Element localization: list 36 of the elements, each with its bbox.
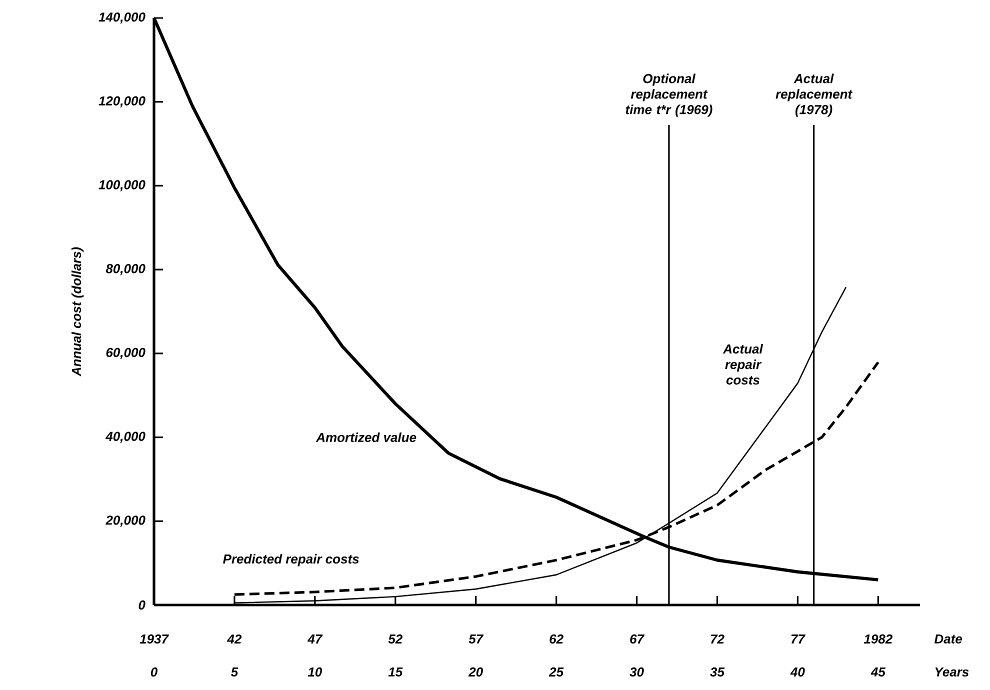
x2-tick-label: 10 — [308, 667, 322, 677]
x-tick-label: 1982 — [864, 634, 892, 644]
x2-tick-label: 35 — [710, 667, 725, 677]
x2-tick-label: 45 — [870, 667, 886, 677]
x-tick-label: 57 — [468, 634, 484, 644]
y-tick-label: 60,000 — [106, 348, 146, 359]
y-tick-label: 140,000 — [98, 12, 146, 24]
y-tick-label: 120,000 — [98, 96, 146, 108]
y-tick-label: 0 — [138, 600, 146, 610]
x2-tick-label: 15 — [388, 667, 403, 677]
x-tick-label: 62 — [550, 634, 564, 644]
x2-tick-label: 20 — [468, 667, 483, 677]
x-tick-label: 1937 — [140, 634, 169, 644]
y-tick-label: 100,000 — [98, 180, 146, 192]
y-tick-label: 40,000 — [105, 432, 146, 443]
x-tick-label: 42 — [227, 634, 242, 644]
x2-axis-title: Years — [935, 667, 969, 677]
x-tick-label: 72 — [710, 634, 724, 644]
series-label: Predicted repair costs — [223, 554, 359, 566]
x-tick-label: 67 — [630, 634, 645, 644]
y-tick-label: 20,000 — [106, 516, 146, 527]
x2-tick-label: 25 — [548, 667, 564, 677]
series-label: Amortized value — [316, 432, 416, 442]
text: Actual repair costs — [722, 344, 764, 385]
x2-tick-label: 30 — [630, 667, 644, 677]
x-tick-label: 52 — [388, 634, 402, 644]
ref-line-label: Optional replacement time t*r (1969) — [626, 74, 712, 117]
x2-tick-label: 5 — [230, 667, 238, 677]
y-axis-title: Annual cost (dollars) — [71, 247, 84, 376]
x-axis-title: Date — [934, 634, 962, 644]
x-tick-label: 47 — [307, 634, 323, 644]
x-tick-label: 77 — [791, 634, 806, 644]
y-tick-label: 80,000 — [106, 264, 146, 276]
ref-line-label: Actual replacement (1978) — [776, 74, 853, 117]
x2-tick-label: 40 — [790, 667, 805, 677]
x2-tick-label: 0 — [150, 667, 158, 677]
